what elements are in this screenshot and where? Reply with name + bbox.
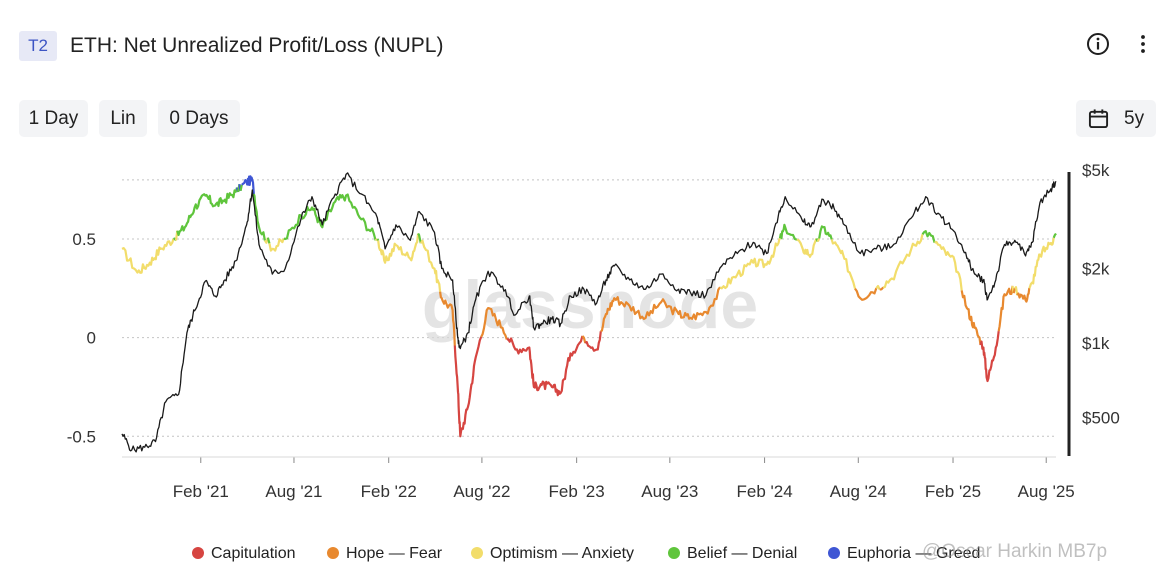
legend-dot-euphoria-greed [828,547,840,559]
nupl-line-segment [818,225,833,240]
chart-legend: Capitulation Hope — Fear Optimism — Anxi… [0,540,1172,568]
nupl-line-segment [778,223,798,241]
watermark-logo: glassnode [422,267,758,343]
nupl-line-segment [439,291,456,346]
watermark-credit: @Oscar Harkin MB7p [922,541,1108,562]
nupl-line-segment [252,193,266,241]
resolution-button[interactable]: 1 Day [19,100,88,137]
nupl-line-segment [283,193,377,241]
x-tick-label: Feb '24 [736,482,792,501]
nupl-line-segment [600,286,721,333]
nupl-line-segment [176,187,239,237]
right-axis: $5k $2k $1k $500 [1082,161,1120,428]
nupl-line-segment [796,238,818,258]
scale-button[interactable]: Lin [99,100,147,137]
time-range-button[interactable]: 5y [1076,100,1156,137]
nupl-chart[interactable]: glassnode 0.5 0 -0.5 $5k $2k $1k $500 Feb '21… [0,150,1172,510]
legend-label: Belief — Denial [687,545,798,562]
legend-label: Capitulation [211,545,296,562]
x-tick-label: Aug '24 [830,482,887,501]
legend-label: Hope — Fear [346,545,443,562]
legend-label: Optimism — Anxiety [490,545,635,562]
nupl-line-segment [979,330,1000,383]
legend-dot-belief-denial [668,547,680,559]
price-series [121,172,1057,453]
x-tick-label: Feb '22 [361,482,417,501]
legend-item-capitulation[interactable]: Capitulation [192,540,296,568]
nupl-line-segment [882,234,924,289]
nupl-line-segment [377,233,420,264]
time-range-label: 5y [1124,108,1145,129]
more-options-icon[interactable] [1133,32,1153,56]
x-tick-label: Feb '21 [173,482,229,501]
y-left-tick-label: -0.5 [67,427,96,446]
chart-header: T2 ETH: Net Unrealized Profit/Loss (NUPL… [0,0,1172,90]
nupl-line-segment [960,290,982,346]
tier-badge: T2 [19,31,57,61]
nupl-line-segment [506,335,584,397]
nupl-line-segment [376,238,380,242]
sma-button[interactable]: 0 Days [158,100,240,137]
legend-label: Euphoria — Greed [847,545,981,562]
nupl-line-segment [934,240,963,291]
nupl-line-segment [875,284,881,290]
x-tick-label: Aug '23 [641,482,698,501]
nupl-line-segment [480,307,508,340]
nupl-line-segment [1014,286,1019,296]
nupl-line-segment [584,331,602,352]
left-axis: 0.5 0 -0.5 [67,230,96,446]
price-line [121,172,1057,453]
nupl-line-segment [854,287,878,301]
x-tick-label: Aug '25 [1018,482,1075,501]
nupl-line-segment [581,335,587,344]
nupl-line-segment [1016,287,1031,303]
nupl-line-segment [719,237,781,290]
legend-dot-optimism-anxiety [471,547,483,559]
x-tick-label: Aug '21 [265,482,322,501]
legend-item-optimism-anxiety[interactable]: Optimism — Anxiety [471,540,634,568]
legend-item-hope-fear[interactable]: Hope — Fear [327,540,442,568]
nupl-line-segment [239,184,243,192]
nupl-line-segment [816,238,821,243]
nupl-line-segment [268,238,285,252]
y-left-tick-label: 0.5 [72,230,96,249]
x-tick-label: Feb '25 [925,482,981,501]
nupl-line-segment [453,336,483,438]
nupl-line-segment [266,237,271,244]
y-left-tick-label: 0 [87,329,96,348]
nupl-line-segment [417,232,422,244]
x-tick-label: Aug '22 [453,482,510,501]
nupl-line-segment [419,239,442,292]
nupl-line-segment [1012,288,1016,294]
nupl-line-segment [1052,233,1057,239]
legend-item-euphoria-greed[interactable]: Euphoria — Greed [828,540,980,568]
nupl-line-segment [830,239,857,289]
x-tick-label: Feb '23 [549,482,605,501]
legend-dot-capitulation [192,547,204,559]
y-right-tick-label: $5k [1082,161,1110,180]
nupl-line-segment [241,175,255,195]
nupl-line-segment [921,230,936,243]
nupl-line-segment [1028,237,1055,289]
chart-title: ETH: Net Unrealized Profit/Loss (NUPL) [70,34,444,57]
y-right-tick-label: $1k [1082,334,1110,353]
legend-item-belief-denial[interactable]: Belief — Denial [668,540,797,568]
y-right-tick-label: $500 [1082,409,1120,428]
info-icon[interactable] [1086,32,1110,56]
nupl-series [121,175,1057,438]
grid-lines [122,179,1056,437]
nupl-line-segment [121,238,175,274]
x-axis: Feb '21 Aug '21 Feb '22 Aug '22 Feb '23 Aug '… [173,457,1075,501]
calendar-icon [1088,109,1109,129]
nupl-line-segment [997,285,1014,332]
y-right-tick-label: $2k [1082,260,1110,279]
nupl-line-segment [879,286,885,291]
legend-dot-hope-fear [327,547,339,559]
